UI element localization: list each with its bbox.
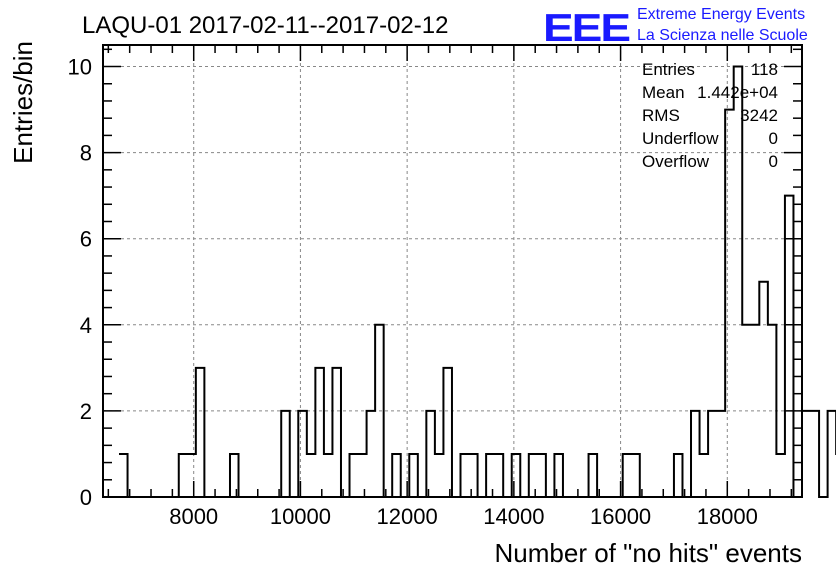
histogram-bin <box>179 454 188 497</box>
stats-underflow-value: 0 <box>769 129 778 148</box>
stats-overflow-value: 0 <box>769 152 778 171</box>
histogram-bin <box>187 454 196 497</box>
histogram-bin <box>828 411 836 497</box>
histogram-bin <box>529 454 538 497</box>
y-axis-label: Entries/bin <box>8 41 38 164</box>
stats-box: Entries 118 Mean 1.442e+04 RMS 3242 Unde… <box>642 60 778 171</box>
histogram-bin <box>367 411 376 497</box>
histogram-bin <box>324 454 333 497</box>
chart-title: LAQU-01 2017-02-11--2017-02-12 <box>82 12 448 39</box>
stats-mean-value: 1.442e+04 <box>697 83 778 102</box>
histogram-bin <box>674 454 683 497</box>
histogram-bin <box>315 368 324 497</box>
histogram-bin <box>691 411 700 497</box>
histogram-bin <box>426 411 435 497</box>
histogram-bin <box>350 454 359 497</box>
histogram-bin <box>589 454 598 497</box>
histogram-bin <box>196 368 205 497</box>
histogram-bin <box>443 368 452 497</box>
plot-frame <box>102 44 803 498</box>
histogram-bin <box>759 282 768 497</box>
histogram-bin <box>631 454 640 497</box>
y-tick-label: 8 <box>80 141 92 166</box>
histogram-bin <box>495 454 504 497</box>
histogram-bin <box>725 110 734 497</box>
x-axis-label: Number of "no hits" events <box>495 538 803 568</box>
histogram-bin <box>486 454 495 497</box>
histogram-bin <box>298 411 307 497</box>
x-tick-label: 8000 <box>169 504 218 529</box>
histogram-bin <box>358 454 367 497</box>
stats-mean-label: Mean <box>642 83 685 102</box>
grid <box>103 45 802 497</box>
x-tick-label: 16000 <box>590 504 651 529</box>
histogram-bin <box>717 411 726 497</box>
x-tick-label: 18000 <box>697 504 758 529</box>
histogram-bin <box>307 454 316 497</box>
histogram-bin <box>469 454 478 497</box>
stats-overflow-label: Overflow <box>642 152 710 171</box>
x-tick-label: 12000 <box>377 504 438 529</box>
histogram-bin <box>802 411 811 497</box>
y-tick-label: 2 <box>80 399 92 424</box>
stats-rms-label: RMS <box>642 106 680 125</box>
histogram-bin <box>281 411 290 497</box>
histogram-bin <box>332 368 341 497</box>
histogram-bin <box>700 454 709 497</box>
stats-entries-value: 118 <box>751 60 778 79</box>
histogram-bin <box>785 196 794 497</box>
histogram-bin <box>708 411 717 497</box>
histogram-bin <box>623 454 632 497</box>
y-tick-label: 0 <box>80 485 92 510</box>
histogram-line <box>119 65 836 498</box>
stats-underflow-label: Underflow <box>642 129 719 148</box>
histogram-bin <box>119 454 128 497</box>
histogram-bin <box>409 454 418 497</box>
histogram-bin <box>392 454 401 497</box>
histogram-bins <box>119 67 836 497</box>
histogram-bin <box>811 411 820 497</box>
histogram-bin <box>734 67 743 497</box>
axis-ticks <box>103 45 802 498</box>
histogram-bin <box>776 454 785 497</box>
y-tick-label: 4 <box>80 313 92 338</box>
histogram-bin <box>461 454 470 497</box>
histogram-bin <box>512 454 521 497</box>
eee-logo-mark: EEE <box>543 6 629 50</box>
eee-logo-line2: La Scienza nelle Scuole <box>637 27 808 44</box>
x-tick-label: 10000 <box>270 504 331 529</box>
y-tick-label: 6 <box>80 227 92 252</box>
eee-logo: EEE Extreme Energy Events La Scienza nel… <box>543 6 808 50</box>
stats-entries-label: Entries <box>642 60 695 79</box>
eee-logo-line1: Extreme Energy Events <box>637 6 805 23</box>
tick-labels: 8000 10000 12000 14000 16000 18000 0 2 4 6 8 10 <box>68 55 758 529</box>
stats-rms-value: 3242 <box>740 106 778 125</box>
x-tick-label: 14000 <box>483 504 544 529</box>
histogram-bin <box>435 454 444 497</box>
y-tick-label: 10 <box>68 55 92 80</box>
histogram-bin <box>230 454 239 497</box>
histogram-bin <box>554 454 563 497</box>
histogram-bin <box>537 454 546 497</box>
